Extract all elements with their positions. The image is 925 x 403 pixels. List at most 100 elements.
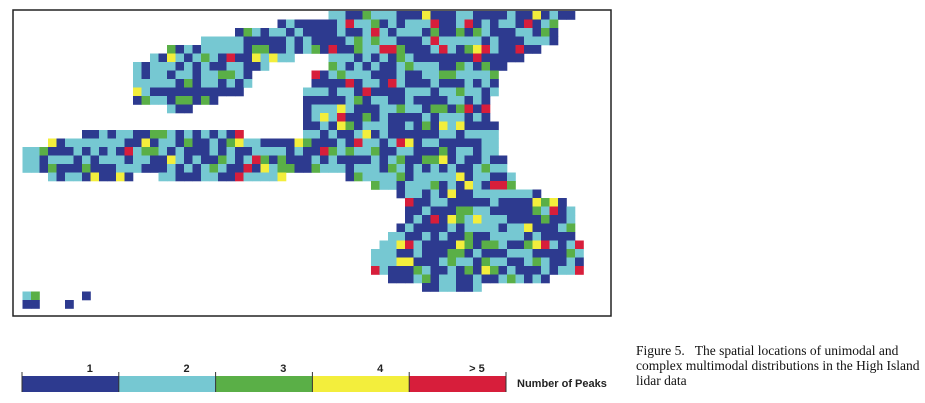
map-cell (209, 62, 219, 71)
map-cell (439, 70, 448, 80)
map-cell (481, 45, 491, 54)
map-cell (473, 130, 482, 139)
map-cell (379, 113, 389, 122)
map-cell (192, 45, 202, 54)
map-cell (464, 215, 474, 224)
map-cell (371, 249, 380, 258)
map-cell (311, 155, 321, 165)
map-cell (541, 274, 550, 284)
map-cell (252, 155, 261, 165)
map-cell (277, 53, 287, 63)
map-cell (524, 266, 533, 275)
map-cell (430, 181, 440, 190)
map-cell (303, 147, 312, 156)
map-cell (490, 28, 499, 37)
map-cell (464, 155, 474, 165)
legend-swatch (312, 376, 410, 392)
map-cell (456, 283, 465, 292)
map-cell (90, 138, 100, 148)
map-cell (379, 172, 389, 182)
map-cell (99, 138, 108, 148)
map-cell (396, 36, 406, 46)
map-cell (260, 45, 270, 54)
map-cell (405, 36, 414, 46)
map-cell (320, 36, 329, 46)
map-cell (354, 164, 363, 173)
map-cell (422, 274, 431, 284)
map-cell (532, 28, 542, 37)
map-cell (345, 96, 355, 105)
map-cell (430, 215, 440, 224)
map-cell (405, 45, 414, 54)
map-cell (456, 206, 465, 216)
map-cell (473, 113, 482, 122)
map-cell (473, 147, 482, 156)
map-cell (303, 45, 312, 54)
map-cell (439, 215, 448, 224)
map-cell (269, 45, 278, 54)
map-cell (260, 36, 270, 46)
map-cell (524, 257, 533, 267)
map-cell (430, 164, 440, 173)
map-cell (320, 164, 329, 173)
map-cell (456, 249, 465, 258)
map-cell (354, 138, 363, 148)
map-cell (243, 155, 253, 165)
map-cell (532, 249, 542, 258)
map-cell (328, 113, 338, 122)
map-cell (201, 96, 210, 105)
map-cell (371, 79, 380, 88)
map-cell (328, 53, 338, 63)
map-cell (464, 147, 474, 156)
map-cell (456, 232, 465, 241)
map-cell (235, 130, 244, 139)
legend-label: 4 (377, 363, 384, 375)
map-cell (243, 28, 253, 37)
map-cell (549, 11, 559, 20)
map-cell (320, 87, 329, 97)
map-cell (481, 206, 491, 216)
map-cell (464, 172, 474, 182)
map-cell (235, 147, 244, 156)
map-cell (413, 206, 423, 216)
map-cell (362, 62, 372, 71)
map-cell (328, 19, 338, 29)
map-cell (575, 266, 584, 275)
map-cell (430, 240, 440, 250)
map-cell (243, 147, 253, 156)
map-cell (413, 96, 423, 105)
map-cell (532, 189, 542, 199)
map-cell (107, 147, 117, 156)
map-cell (354, 53, 363, 63)
map-cell (252, 138, 261, 148)
map-cell (354, 87, 363, 97)
map-cell (141, 147, 151, 156)
map-cell (73, 172, 83, 182)
map-cell (371, 87, 380, 97)
map-cell (481, 130, 491, 139)
map-cell (464, 206, 474, 216)
map-cell (447, 257, 457, 267)
map-cell (405, 96, 414, 105)
caption-label: Figure 5. (636, 343, 685, 358)
map-cell (379, 240, 389, 250)
map-cell (226, 87, 236, 97)
map-cell (396, 96, 406, 105)
map-cell (566, 232, 576, 241)
map-cell (490, 45, 499, 54)
map-cell (56, 147, 66, 156)
map-cell (422, 87, 431, 97)
map-cell (473, 206, 482, 216)
map-cell (90, 164, 100, 173)
map-cell (422, 215, 431, 224)
map-cell (405, 53, 414, 63)
map-cell (481, 11, 491, 20)
map-cell (473, 104, 482, 114)
map-cell (192, 62, 202, 71)
map-cell (82, 172, 91, 182)
map-cell (447, 266, 457, 275)
map-cell (532, 206, 542, 216)
map-cell (524, 28, 533, 37)
map-cell (354, 19, 363, 29)
map-cell (430, 138, 440, 148)
